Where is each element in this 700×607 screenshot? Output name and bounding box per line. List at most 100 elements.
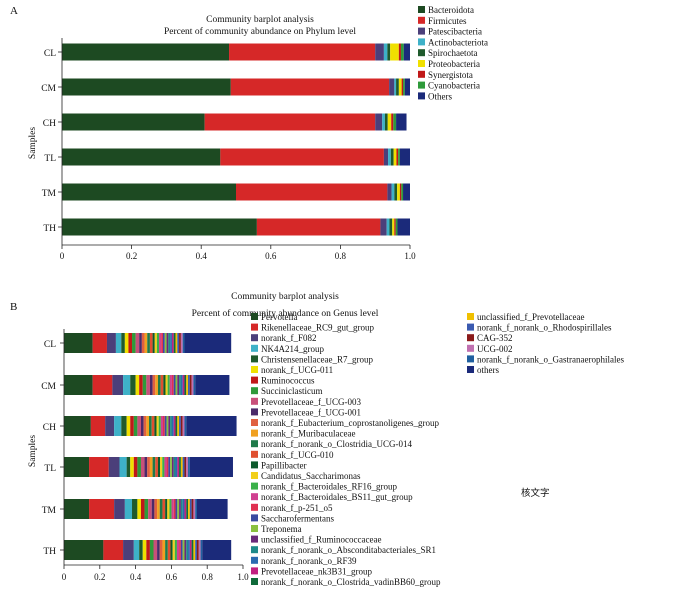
genus-bar-segment bbox=[159, 499, 163, 519]
genus-bar-segment bbox=[119, 457, 127, 477]
genus-legend-label: norank_f_Bacteroidales_BS11_gut_group bbox=[261, 492, 413, 502]
genus-bar-segment bbox=[130, 416, 134, 436]
phylum-legend-swatch bbox=[418, 49, 425, 57]
phylum-legend-label: Cyanobacteria bbox=[428, 81, 480, 91]
genus-bar-segment bbox=[193, 375, 196, 395]
genus-bar-segment bbox=[188, 375, 190, 395]
phylum-bar-segment bbox=[375, 113, 383, 131]
genus-bar-segment bbox=[154, 416, 157, 436]
genus-bar-segment bbox=[105, 416, 115, 436]
genus-bar-segment bbox=[177, 457, 180, 477]
genus-legend-label: Prevotellaceae_f_UCG-003 bbox=[261, 397, 361, 407]
genus-x-tick-label: 0 bbox=[62, 572, 67, 582]
genus-legend-label: Saccharofermentans bbox=[261, 513, 334, 523]
phylum-bar-segment bbox=[394, 78, 397, 96]
genus-legend-label: norank_f_norank_o_Clostridia_UCG-014 bbox=[261, 439, 412, 449]
genus-bar-segment bbox=[180, 375, 183, 395]
genus-bar-segment bbox=[121, 333, 125, 353]
phylum-bar-segment bbox=[403, 43, 410, 61]
genus-bar-segment bbox=[200, 540, 203, 560]
genus-bar-segment bbox=[149, 333, 153, 353]
phylum-legend-label: Patescibacteria bbox=[428, 27, 482, 37]
genus-bar-segment bbox=[139, 540, 143, 560]
genus-bar-segment bbox=[177, 333, 180, 353]
genus-bar-segment bbox=[160, 375, 164, 395]
genus-chart: B Community barplot analysis Percent of … bbox=[10, 292, 624, 587]
genus-bar-segment bbox=[151, 416, 155, 436]
genus-bar-segment bbox=[128, 333, 133, 353]
genus-legend-swatch bbox=[251, 567, 258, 575]
genus-legend-swatch bbox=[251, 546, 258, 554]
genus-y-axis-label: Samples bbox=[28, 435, 38, 467]
genus-legend-swatch bbox=[251, 387, 258, 395]
phylum-x-axis: 0 0.2 0.4 0.6 0.8 1.0 bbox=[60, 38, 416, 261]
genus-x-tick-label: 0.8 bbox=[202, 572, 214, 582]
genus-bar-segment bbox=[189, 457, 233, 477]
genus-bar-segment bbox=[89, 499, 115, 519]
genus-bar-segment bbox=[186, 375, 189, 395]
genus-bar-segment bbox=[164, 333, 167, 353]
genus-bar-segment bbox=[182, 540, 185, 560]
genus-bar-segment bbox=[135, 375, 140, 395]
genus-bar-segment bbox=[175, 499, 178, 519]
genus-bar-segment bbox=[148, 499, 152, 519]
phylum-category-label: TL bbox=[44, 154, 56, 164]
phylum-legend-swatch bbox=[418, 27, 425, 35]
phylum-legend-label: Others bbox=[428, 91, 452, 101]
genus-bar-segment bbox=[124, 333, 129, 353]
genus-bar-segment bbox=[137, 416, 141, 436]
genus-bar-segment bbox=[152, 375, 156, 395]
genus-bar-segment bbox=[130, 375, 136, 395]
genus-legend-label: CAG-352 bbox=[477, 333, 513, 343]
genus-bar-segment bbox=[139, 375, 143, 395]
phylum-bar-segment bbox=[230, 78, 390, 96]
phylum-bar-segment bbox=[387, 183, 392, 201]
phylum-legend-swatch bbox=[418, 6, 425, 13]
genus-bar-segment bbox=[193, 540, 196, 560]
genus-bar-segment bbox=[114, 416, 122, 436]
genus-bar-segment bbox=[64, 333, 93, 353]
genus-bar-segment bbox=[179, 375, 181, 395]
phylum-bar-segment bbox=[62, 218, 257, 236]
genus-bar-segment bbox=[132, 333, 136, 353]
genus-legend: PervotellaRikenellaceae_RC9_gut_groupnor… bbox=[251, 312, 624, 587]
phylum-bar-segment bbox=[401, 183, 404, 201]
genus-bar-segment bbox=[140, 457, 145, 477]
genus-bar-segment bbox=[175, 416, 178, 436]
phylum-bar-segment bbox=[387, 113, 392, 131]
genus-bar-segment bbox=[160, 457, 163, 477]
genus-bar-segment bbox=[140, 416, 144, 436]
genus-bar-segment bbox=[152, 457, 156, 477]
genus-bar-segment bbox=[106, 333, 116, 353]
genus-bar-segment bbox=[126, 457, 131, 477]
phylum-bar-segment bbox=[389, 218, 393, 236]
genus-legend-swatch bbox=[251, 482, 258, 490]
phylum-category-labels: CL CM CH TL TM TH bbox=[41, 49, 62, 234]
genus-bar-segment bbox=[180, 416, 183, 436]
phylum-category-label: CL bbox=[44, 49, 56, 59]
phylum-bar-segment bbox=[395, 218, 398, 236]
genus-bar-segment bbox=[147, 457, 150, 477]
genus-bar-segment bbox=[174, 540, 177, 560]
genus-bar-segment bbox=[112, 375, 124, 395]
genus-bar-segment bbox=[130, 457, 134, 477]
genus-bar-segment bbox=[182, 375, 185, 395]
panel-label-b: B bbox=[10, 301, 17, 313]
genus-bar-segment bbox=[179, 457, 181, 477]
genus-bar-segment bbox=[182, 416, 185, 436]
phylum-bar-segment bbox=[62, 43, 230, 61]
genus-legend-label: norank_f_UCG-011 bbox=[261, 365, 333, 375]
genus-legend-swatch bbox=[467, 366, 474, 373]
genus-bar-segment bbox=[132, 499, 138, 519]
phylum-x-tick-label: 0.4 bbox=[196, 251, 208, 261]
genus-bar-segment bbox=[186, 499, 189, 519]
phylum-bar-segment bbox=[375, 43, 384, 61]
genus-bar-segment bbox=[142, 540, 147, 560]
genus-bar-segment bbox=[191, 499, 194, 519]
genus-legend-swatch bbox=[251, 344, 258, 352]
genus-bar-segment bbox=[143, 416, 147, 436]
genus-legend-swatch bbox=[251, 556, 258, 564]
genus-bar-segment bbox=[146, 375, 150, 395]
genus-bar-segment bbox=[64, 416, 91, 436]
genus-legend-label: Christensenellaceae_R7_group bbox=[261, 354, 373, 364]
